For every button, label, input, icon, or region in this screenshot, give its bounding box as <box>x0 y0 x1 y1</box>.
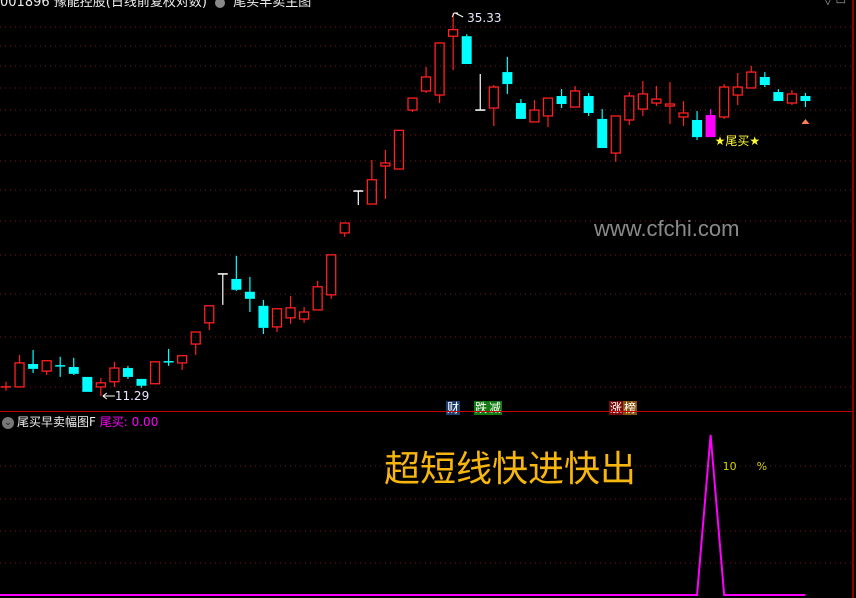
indicator-value: 0.00 <box>131 415 159 429</box>
candle-body-up <box>569 90 581 108</box>
candle-body-up <box>41 360 52 372</box>
badge-cai[interactable]: 财 <box>446 401 461 415</box>
badge-group-rank[interactable]: 涨榜 <box>609 397 638 416</box>
low-price-label: 11.29 <box>115 389 149 403</box>
candle-body-down <box>597 118 608 149</box>
candle-body-up <box>637 93 648 110</box>
high-price-label: 35.33 <box>467 11 501 25</box>
watermark: www.cfchi.com <box>594 216 740 241</box>
candle-body-up <box>176 355 188 364</box>
candle-body-up <box>285 307 296 319</box>
candle-body-up <box>407 97 418 111</box>
candle-body-down <box>556 96 567 105</box>
indicator-settings-icon[interactable] <box>215 0 226 8</box>
candle-body-up <box>651 98 662 104</box>
candle-body-down <box>68 366 79 374</box>
badge-group-drop[interactable]: 跌减 <box>474 397 503 416</box>
candle-body-up <box>109 367 120 383</box>
window-controls[interactable]: ▽ ▭ <box>823 0 846 7</box>
indicator-line <box>0 434 806 596</box>
candle-body-up <box>447 29 459 37</box>
candle-body-up <box>746 71 757 89</box>
candle-body-down <box>244 291 255 299</box>
candle-body-up <box>786 93 798 104</box>
candle-body-up <box>664 103 676 107</box>
badge-zhang[interactable]: 涨 <box>609 401 624 415</box>
low-arrow-icon <box>102 392 115 400</box>
chart-title-bar: 001896 豫能控股(日线前复权对数) 尾买早卖主图 <box>0 0 311 10</box>
candle-body-down <box>82 376 93 392</box>
indicator-title: 尾买早卖主图 <box>233 0 312 10</box>
candle-body-down <box>461 36 472 65</box>
badge-die[interactable]: 跌 <box>474 401 489 415</box>
candle-body-up <box>678 112 689 118</box>
chevron-down-icon[interactable]: ⌄ <box>2 416 14 429</box>
up-arrow-marker-icon <box>801 119 810 125</box>
candle-body-up <box>204 305 215 324</box>
high-arrow-icon <box>451 12 464 18</box>
candle-body-up <box>312 286 323 311</box>
badge-jian[interactable]: 减 <box>488 401 503 415</box>
candle-body-up <box>719 86 730 118</box>
candle-body-up <box>190 331 201 345</box>
candle-body-up <box>366 179 378 205</box>
slogan-text: 超短线快进快出 <box>384 449 637 490</box>
indicator-unit-label: % <box>757 460 767 473</box>
candle-body-down <box>583 96 594 113</box>
candle-body-up <box>14 362 25 388</box>
candle-body-up <box>434 42 445 96</box>
candle-body-up <box>149 361 161 385</box>
candle-body-up <box>326 254 337 296</box>
candle-body-down <box>231 278 242 290</box>
candle-body-down <box>502 72 513 85</box>
candle-body-up <box>420 76 432 92</box>
candle-body-up <box>339 222 350 234</box>
stock-title: 001896 豫能控股(日线前复权对数) <box>0 0 207 10</box>
candle-body-up <box>95 382 106 388</box>
candle-body-down <box>692 119 703 138</box>
candle-body-down <box>122 368 133 377</box>
candle-body-signal <box>705 115 716 138</box>
candle-body-down <box>28 363 39 369</box>
badge-bang[interactable]: 榜 <box>623 401 638 415</box>
chart-border <box>852 0 854 598</box>
candle-body-down <box>759 76 770 86</box>
signal-label: ★尾买★ <box>715 134 761 148</box>
candle-body-up <box>610 115 621 154</box>
candle-body-up <box>732 86 743 96</box>
candle-body-up <box>542 97 554 117</box>
candle-body-up <box>298 311 310 320</box>
candle-body-up <box>624 95 635 121</box>
candle-body-down <box>515 103 526 119</box>
indicator-header: ⌄ 尾买早卖幅图F 尾买: 0.00 <box>2 413 158 430</box>
candle-body-up <box>488 86 499 109</box>
candle-body-down <box>773 92 784 102</box>
indicator-name: 尾买早卖幅图F <box>17 415 96 429</box>
candle-body-down <box>136 378 147 386</box>
badge-group-finance[interactable]: 财 <box>446 397 461 416</box>
candle-body-up <box>271 308 283 328</box>
indicator-series-label: 尾买: <box>99 415 128 429</box>
panel-divider[interactable] <box>0 411 852 412</box>
candle-body-down <box>800 96 811 102</box>
candle-body-up <box>380 162 391 167</box>
candle-body-up <box>393 129 405 170</box>
indicator-peak-label: 10 <box>723 460 737 473</box>
candle-body-up <box>529 109 540 123</box>
candle-body-down <box>258 305 269 328</box>
